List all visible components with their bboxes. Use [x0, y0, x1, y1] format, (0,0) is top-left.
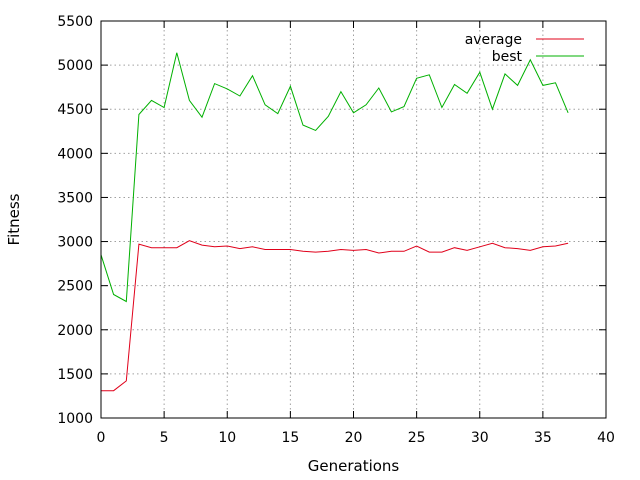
- y-tick-label: 1500: [57, 367, 93, 383]
- x-tick-label: 40: [597, 430, 615, 446]
- y-tick-label: 5000: [57, 58, 93, 74]
- x-tick-label: 30: [471, 430, 489, 446]
- series-line-best: [100, 52, 569, 303]
- legend-label-best: best: [492, 49, 523, 65]
- tick-labels: 0 5 10 15 20 25 30 35 40 1000 1500 2000 2500 3000 3500…: [57, 14, 615, 446]
- y-tick-label: 1000: [57, 411, 93, 427]
- y-tick-label: 4000: [57, 146, 93, 162]
- y-tick-label: 4500: [57, 102, 93, 118]
- y-tick-label: 2000: [57, 323, 93, 339]
- x-tick-label: 15: [281, 430, 299, 446]
- x-tick-label: 5: [160, 430, 169, 446]
- y-tick-label: 3500: [57, 190, 93, 206]
- x-axis-label: Generations: [308, 457, 400, 475]
- grid: [101, 21, 606, 418]
- series-lines: [100, 52, 569, 392]
- legend-label-average: average: [465, 32, 522, 48]
- x-tick-label: 10: [218, 430, 236, 446]
- y-axis-label: Fitness: [5, 193, 23, 245]
- y-tick-label: 2500: [57, 279, 93, 295]
- x-tick-label: 25: [408, 430, 426, 446]
- x-tick-label: 35: [534, 430, 552, 446]
- legend: average best: [465, 32, 584, 65]
- y-tick-label: 3000: [57, 235, 93, 251]
- axis-ticks: [100, 20, 607, 419]
- y-tick-label: 5500: [57, 14, 93, 30]
- series-line-average: [101, 240, 569, 392]
- x-tick-label: 20: [345, 430, 363, 446]
- x-tick-label: 0: [97, 430, 106, 446]
